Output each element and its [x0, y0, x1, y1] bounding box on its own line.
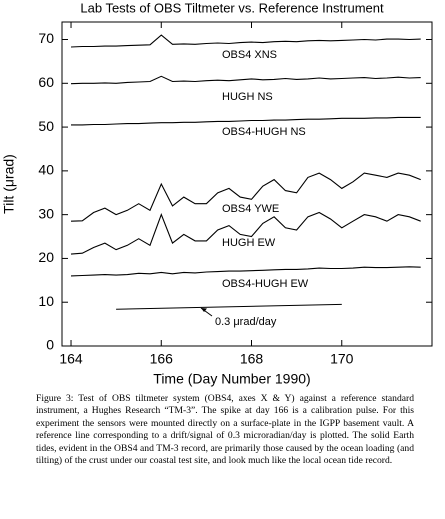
x-tick-label: 166	[150, 351, 174, 367]
series-line	[71, 116, 421, 126]
y-tick-label: 40	[38, 162, 54, 178]
series-line	[70, 75, 421, 85]
x-tick-label: 168	[240, 351, 264, 367]
series-line	[70, 211, 421, 255]
y-tick-label: 20	[38, 249, 54, 265]
series-label: OBS4 YWE	[222, 203, 279, 215]
series-label: OBS4 XNS	[222, 49, 277, 61]
y-tick-label: 10	[38, 293, 54, 309]
series-label: HUGH NS	[222, 91, 273, 103]
figure-caption: Figure 3: Test of OBS tiltmeter system (…	[36, 393, 414, 467]
series-label: HUGH EW	[222, 237, 276, 249]
arrow-head	[201, 308, 207, 312]
reference-line	[116, 303, 342, 310]
chart: Lab Tests of OBS Tiltmeter vs. Reference…	[1, 0, 433, 387]
y-tick-label: 60	[38, 74, 54, 90]
series-line	[70, 266, 421, 277]
y-tick-label: 30	[38, 205, 54, 221]
series-line	[70, 172, 421, 222]
x-axis-label: Time (Day Number 1990)	[153, 371, 310, 387]
y-axis-label: Tilt (μrad)	[1, 154, 17, 214]
plot-frame	[61, 21, 433, 347]
y-tick-label: 50	[38, 118, 54, 134]
series-label: OBS4-HUGH EW	[222, 278, 309, 290]
series-line	[70, 34, 421, 48]
y-tick-label: 70	[38, 30, 54, 46]
x-tick-label: 164	[59, 351, 83, 367]
x-tick-label: 170	[330, 351, 354, 367]
series-label: OBS4-HUGH NS	[222, 126, 306, 138]
y-tick-label: 0	[46, 337, 54, 353]
reference-label: 0.3 μrad/day	[215, 316, 277, 328]
chart-title: Lab Tests of OBS Tiltmeter vs. Reference…	[80, 0, 384, 15]
